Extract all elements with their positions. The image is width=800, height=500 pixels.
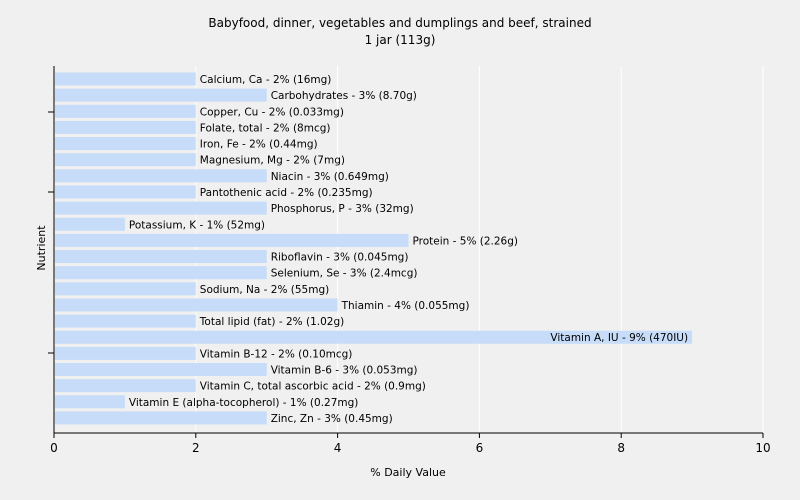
bar-21 <box>55 411 267 425</box>
bar-label-21: Zinc, Zn - 3% (0.45mg) <box>271 413 393 425</box>
bar-label-2: Copper, Cu - 2% (0.033mg) <box>200 106 344 118</box>
bar-label-0: Calcium, Ca - 2% (16mg) <box>200 74 332 86</box>
bar-1 <box>55 88 267 102</box>
bar-10 <box>55 233 409 247</box>
x-tick-label-4: 8 <box>617 441 625 455</box>
bar-5 <box>55 153 196 167</box>
bar-12 <box>55 266 267 280</box>
bar-0 <box>55 72 196 86</box>
bar-label-15: Total lipid (fat) - 2% (1.02g) <box>199 316 344 328</box>
bar-label-16: Vitamin A, IU - 9% (470IU) <box>550 332 688 344</box>
bars: Calcium, Ca - 2% (16mg) Carbohydrates - 3… <box>55 72 693 425</box>
bar-4 <box>55 137 196 151</box>
bar-label-13: Sodium, Na - 2% (55mg) <box>200 284 329 296</box>
y-axis-title: Nutrient <box>35 225 48 271</box>
bar-label-8: Phosphorus, P - 3% (32mg) <box>271 203 414 215</box>
bar-17 <box>55 346 196 360</box>
bar-14 <box>55 298 338 312</box>
bar-label-18: Vitamin B-6 - 3% (0.053mg) <box>271 365 418 377</box>
bar-9 <box>55 217 125 231</box>
bar-18 <box>55 363 267 377</box>
bar-label-20: Vitamin E (alpha-tocopherol) - 1% (0.27m… <box>129 397 359 409</box>
bar-label-17: Vitamin B-12 - 2% (0.10mcg) <box>200 348 353 360</box>
bar-20 <box>55 395 125 409</box>
x-tick-label-1: 2 <box>192 441 200 455</box>
x-tick-label-2: 4 <box>334 441 342 455</box>
bar-11 <box>55 250 267 264</box>
bar-6 <box>55 169 267 183</box>
bar-label-12: Selenium, Se - 3% (2.4mcg) <box>271 268 418 280</box>
bar-label-9: Potassium, K - 1% (52mg) <box>129 219 265 231</box>
bar-2 <box>55 104 196 118</box>
bar-label-19: Vitamin C, total ascorbic acid - 2% (0.9… <box>200 381 426 393</box>
bar-label-7: Pantothenic acid - 2% (0.235mg) <box>200 187 373 199</box>
bar-label-11: Riboflavin - 3% (0.045mg) <box>271 252 409 264</box>
bar-label-14: Thiamin - 4% (0.055mg) <box>341 300 470 312</box>
x-axis-title: % Daily Value <box>370 466 446 479</box>
bar-label-10: Protein - 5% (2.26g) <box>413 235 519 247</box>
x-tick-label-3: 6 <box>476 441 484 455</box>
bar-15 <box>55 314 196 328</box>
chart-subtitle: 1 jar (113g) <box>365 33 436 47</box>
bar-3 <box>55 120 196 134</box>
x-tick-label-0: 0 <box>50 441 58 455</box>
bar-label-5: Magnesium, Mg - 2% (7mg) <box>200 155 345 167</box>
bar-label-1: Carbohydrates - 3% (8.70g) <box>271 90 417 102</box>
bar-16 <box>55 330 693 344</box>
bar-19 <box>55 379 196 393</box>
x-tick-label-5: 10 <box>755 441 770 455</box>
bar-label-3: Folate, total - 2% (8mcg) <box>200 122 331 134</box>
bar-13 <box>55 282 196 296</box>
bar-7 <box>55 185 196 199</box>
axes: 0 2 4 6 8 10 <box>48 66 771 455</box>
chart-title: Babyfood, dinner, vegetables and dumplin… <box>208 16 591 30</box>
bar-label-4: Iron, Fe - 2% (0.44mg) <box>200 139 318 151</box>
bar-8 <box>55 201 267 215</box>
bar-label-6: Niacin - 3% (0.649mg) <box>271 171 389 183</box>
